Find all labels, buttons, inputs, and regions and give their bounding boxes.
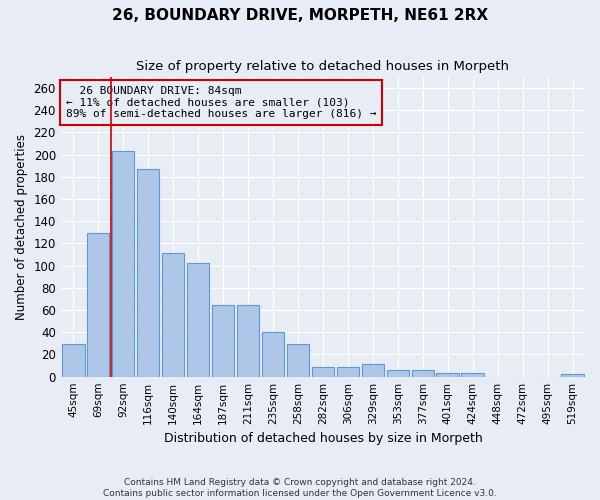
Bar xyxy=(461,374,484,376)
Bar xyxy=(62,344,85,376)
Bar xyxy=(87,234,109,376)
Bar xyxy=(212,304,234,376)
Bar xyxy=(262,332,284,376)
Text: 26 BOUNDARY DRIVE: 84sqm
← 11% of detached houses are smaller (103)
89% of semi-: 26 BOUNDARY DRIVE: 84sqm ← 11% of detach… xyxy=(66,86,377,119)
Text: 26, BOUNDARY DRIVE, MORPETH, NE61 2RX: 26, BOUNDARY DRIVE, MORPETH, NE61 2RX xyxy=(112,8,488,22)
Bar xyxy=(412,370,434,376)
Bar xyxy=(187,264,209,376)
Bar xyxy=(386,370,409,376)
X-axis label: Distribution of detached houses by size in Morpeth: Distribution of detached houses by size … xyxy=(164,432,482,445)
Text: Contains HM Land Registry data © Crown copyright and database right 2024.
Contai: Contains HM Land Registry data © Crown c… xyxy=(103,478,497,498)
Title: Size of property relative to detached houses in Morpeth: Size of property relative to detached ho… xyxy=(136,60,509,73)
Bar xyxy=(137,169,160,376)
Bar xyxy=(112,152,134,376)
Bar xyxy=(162,254,184,376)
Bar xyxy=(287,344,309,376)
Bar xyxy=(362,364,384,376)
Bar xyxy=(337,366,359,376)
Bar xyxy=(561,374,584,376)
Y-axis label: Number of detached properties: Number of detached properties xyxy=(15,134,28,320)
Bar xyxy=(311,366,334,376)
Bar xyxy=(436,374,459,376)
Bar xyxy=(237,304,259,376)
